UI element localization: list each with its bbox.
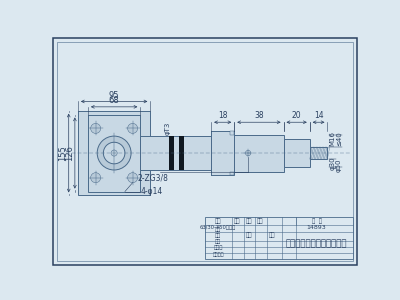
- Circle shape: [103, 142, 125, 164]
- Bar: [88, 115, 140, 191]
- Text: 68: 68: [109, 96, 120, 105]
- Bar: [140, 136, 211, 170]
- Text: 20: 20: [292, 111, 302, 120]
- Text: 设计: 设计: [215, 233, 221, 238]
- Circle shape: [246, 150, 251, 156]
- Text: 开气: 开气: [246, 232, 252, 238]
- Bar: [205, 217, 353, 259]
- Circle shape: [128, 173, 138, 183]
- Text: 38: 38: [254, 111, 264, 120]
- Text: 比例: 比例: [257, 218, 264, 224]
- Text: 4-φ14: 4-φ14: [141, 187, 163, 196]
- Text: M16: M16: [330, 131, 336, 146]
- Text: 图  号: 图 号: [312, 218, 322, 224]
- Text: 数量: 数量: [234, 218, 240, 224]
- Bar: [234, 135, 284, 172]
- Bar: [284, 139, 310, 167]
- Circle shape: [111, 150, 117, 156]
- Bar: [230, 172, 234, 175]
- Text: φT3: φT3: [165, 121, 171, 135]
- Text: 邯台新力液压设备有限公司: 邯台新力液压设备有限公司: [286, 239, 347, 248]
- Circle shape: [91, 173, 101, 183]
- Text: 材料: 材料: [246, 218, 252, 224]
- Bar: [211, 131, 234, 175]
- Bar: [78, 111, 150, 195]
- Text: 文件主数: 文件主数: [212, 252, 224, 257]
- Text: 126: 126: [65, 145, 74, 161]
- Circle shape: [128, 123, 138, 134]
- Bar: [310, 147, 328, 159]
- Text: 14: 14: [314, 111, 323, 120]
- Text: 2-ZG3/8: 2-ZG3/8: [137, 173, 168, 182]
- Circle shape: [97, 136, 131, 170]
- Text: 审核: 审核: [215, 239, 221, 244]
- Circle shape: [91, 123, 101, 134]
- Text: 14893: 14893: [307, 225, 326, 230]
- Text: 63/30-350活径缸: 63/30-350活径缸: [200, 225, 236, 230]
- Bar: [169, 136, 174, 170]
- Text: ≤40: ≤40: [336, 131, 342, 146]
- Text: 95: 95: [109, 91, 119, 100]
- Text: φ30: φ30: [330, 156, 336, 170]
- Text: 重量: 重量: [269, 232, 275, 238]
- Bar: [230, 131, 234, 135]
- Text: 重量: 重量: [215, 218, 221, 224]
- Text: 标准化: 标准化: [214, 245, 223, 250]
- Text: 18: 18: [218, 111, 228, 120]
- Text: 制图: 制图: [215, 227, 221, 232]
- Bar: [179, 136, 184, 170]
- Text: φ50: φ50: [336, 158, 342, 172]
- Text: 155: 155: [58, 145, 67, 161]
